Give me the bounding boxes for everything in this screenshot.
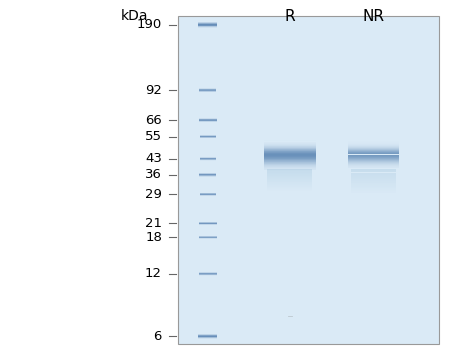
Bar (351, 183, 396, 184)
Bar (264, 163, 316, 164)
Text: kDa: kDa (121, 9, 149, 23)
Bar (264, 156, 316, 157)
Bar (351, 174, 396, 175)
Bar (267, 169, 312, 170)
Bar (267, 173, 312, 174)
Bar (351, 177, 396, 178)
Bar (264, 166, 316, 167)
Bar (351, 189, 396, 190)
Bar (264, 167, 316, 168)
Bar (351, 176, 396, 177)
Bar (267, 170, 312, 171)
Bar (264, 169, 316, 170)
Text: 29: 29 (145, 188, 162, 201)
Text: NR: NR (363, 9, 384, 24)
Bar (267, 174, 312, 175)
Bar (267, 172, 312, 173)
Bar (351, 193, 396, 195)
Bar (264, 155, 316, 156)
Text: 18: 18 (145, 231, 162, 244)
Text: 190: 190 (137, 18, 162, 31)
Bar (264, 151, 316, 152)
Bar (351, 172, 396, 173)
Bar (351, 190, 396, 191)
Bar (264, 158, 316, 159)
Text: 36: 36 (145, 168, 162, 181)
Bar (351, 180, 396, 181)
Bar (267, 181, 312, 182)
Bar (264, 165, 316, 166)
Bar (351, 173, 396, 174)
Bar (264, 168, 316, 169)
Bar (264, 148, 316, 149)
Bar (351, 185, 396, 186)
Bar (351, 170, 396, 171)
Text: 66: 66 (145, 114, 162, 127)
Bar (267, 180, 312, 181)
Bar (264, 162, 316, 163)
Text: 92: 92 (145, 84, 162, 97)
Bar (264, 139, 316, 140)
Bar (267, 188, 312, 189)
Text: R: R (285, 9, 295, 24)
Bar (351, 175, 396, 176)
Bar (267, 185, 312, 186)
Bar (264, 150, 316, 151)
Bar (351, 179, 396, 180)
Bar (267, 175, 312, 176)
Bar (264, 145, 316, 146)
Bar (351, 169, 396, 170)
Bar (267, 186, 312, 187)
Bar (264, 154, 316, 155)
Bar (267, 171, 312, 172)
Bar (264, 159, 316, 160)
Bar (264, 164, 316, 165)
Bar (267, 179, 312, 180)
Bar (351, 182, 396, 183)
Bar (267, 183, 312, 184)
Bar (264, 143, 316, 144)
Bar (351, 192, 396, 193)
Bar (267, 184, 312, 185)
Bar (264, 152, 316, 153)
Bar (264, 149, 316, 150)
Bar (267, 189, 312, 190)
Text: 21: 21 (145, 217, 162, 230)
Bar (264, 146, 316, 147)
Bar (264, 153, 316, 154)
Bar (264, 157, 316, 158)
Bar (264, 147, 316, 148)
Bar (351, 178, 396, 179)
Bar (267, 182, 312, 183)
Bar (351, 188, 396, 189)
Bar (351, 191, 396, 192)
Text: 12: 12 (145, 267, 162, 280)
Bar (267, 190, 312, 191)
Bar (267, 176, 312, 177)
Bar (267, 178, 312, 179)
Bar (264, 141, 316, 142)
Text: 43: 43 (145, 152, 162, 165)
Bar (264, 161, 316, 162)
Bar (351, 171, 396, 172)
Bar (178, 16, 439, 344)
Bar (351, 186, 396, 187)
Bar (264, 144, 316, 145)
Bar (351, 181, 396, 182)
Bar (264, 160, 316, 161)
Text: 55: 55 (145, 130, 162, 143)
Bar (264, 142, 316, 143)
Bar (267, 177, 312, 178)
Bar (351, 184, 396, 185)
Text: 6: 6 (153, 330, 162, 343)
Bar (264, 140, 316, 141)
